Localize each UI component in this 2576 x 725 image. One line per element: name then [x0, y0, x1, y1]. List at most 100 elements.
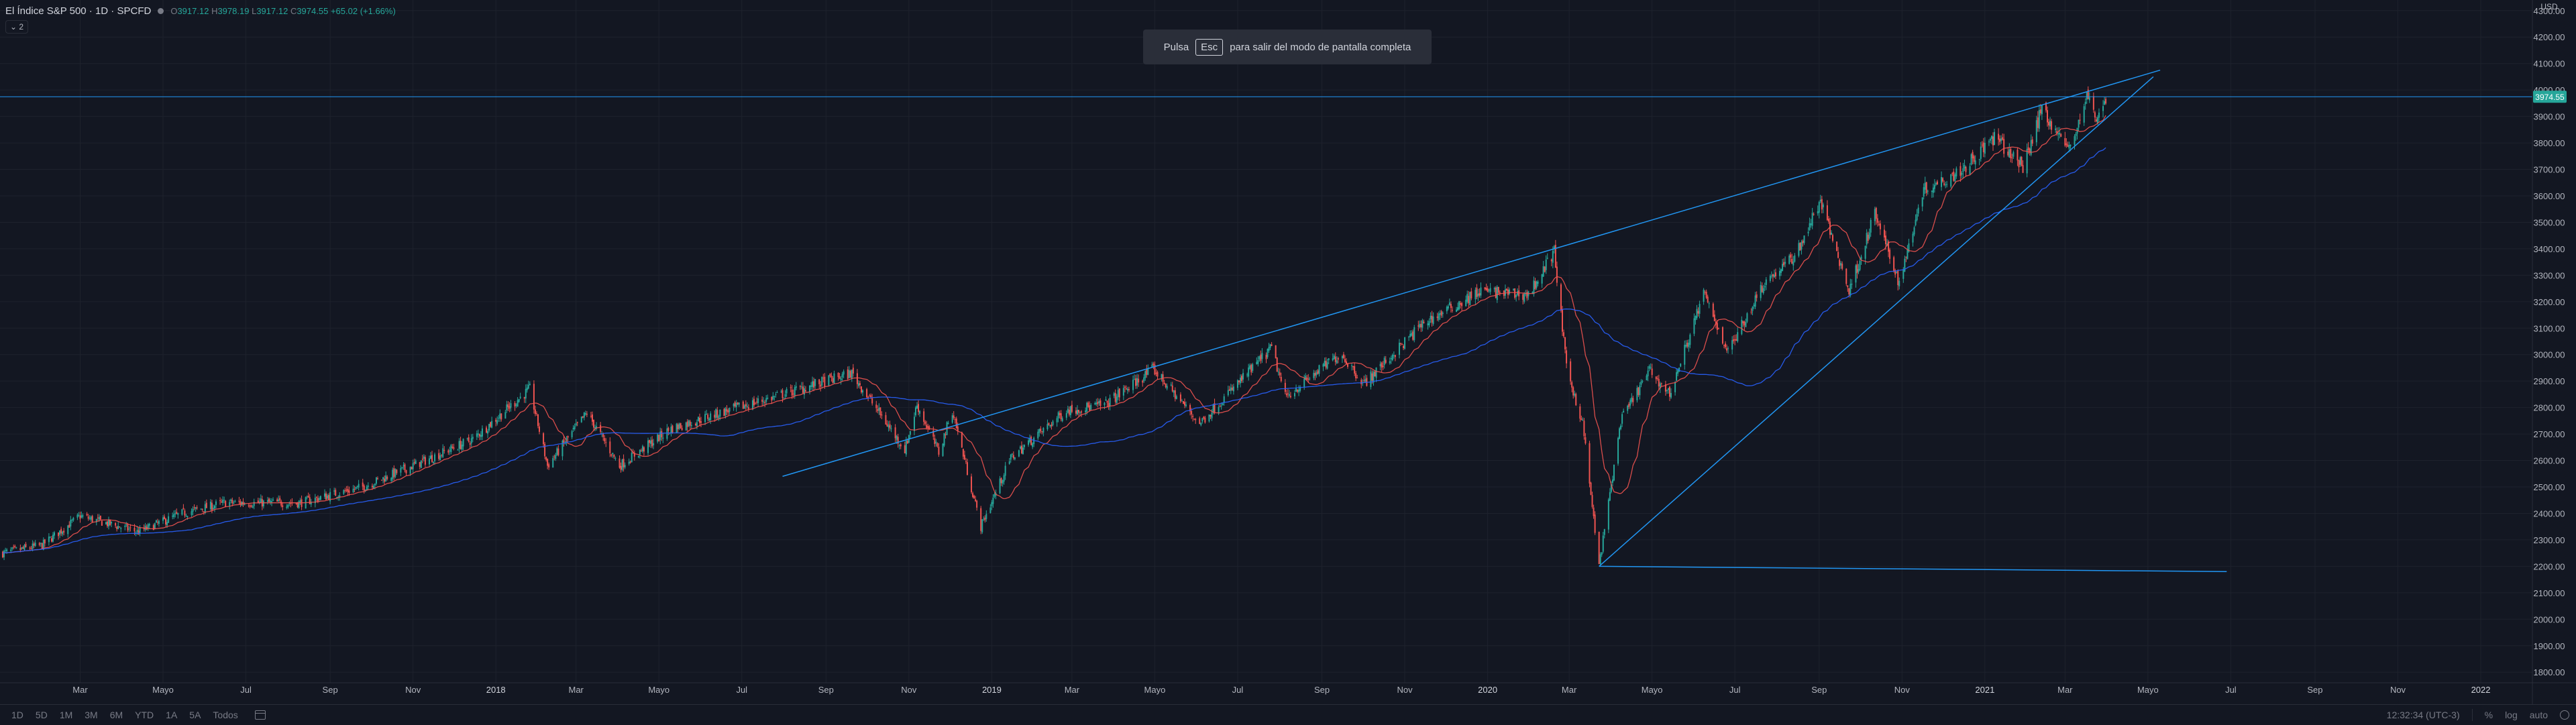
calendar-icon[interactable]: [254, 710, 266, 720]
candle-body: [1151, 364, 1153, 368]
candle-body: [329, 492, 331, 502]
candle-body: [786, 388, 788, 394]
candle-body: [535, 413, 537, 414]
x-tick-label: Nov: [1397, 685, 1413, 695]
range-button-1d[interactable]: 1D: [11, 710, 23, 720]
candle-body: [1227, 390, 1229, 396]
candle-body: [1442, 313, 1444, 315]
candle-body: [1888, 241, 1890, 252]
candle-body: [1856, 264, 1858, 274]
candle-body: [1089, 405, 1091, 411]
candle-body: [477, 433, 479, 435]
indicators-toggle-button[interactable]: ⌄ 2: [5, 20, 29, 34]
candle-body: [556, 448, 558, 455]
candle-body: [1116, 396, 1118, 404]
candle-body: [879, 407, 881, 415]
candle-body: [1337, 358, 1339, 360]
candle-body: [1837, 252, 1839, 258]
candle-body: [1258, 356, 1260, 359]
candle-body: [1060, 413, 1062, 420]
candle-body: [681, 428, 683, 431]
candle-body: [841, 374, 843, 378]
candle-body: [1421, 320, 1424, 328]
candle-body: [919, 410, 921, 414]
range-button-1a[interactable]: 1A: [166, 710, 178, 720]
price-label-box: [2533, 91, 2567, 103]
x-tick-label: Mar: [72, 685, 88, 695]
range-button-6m[interactable]: 6M: [109, 710, 123, 720]
range-button-todos[interactable]: Todos: [213, 710, 238, 720]
candle-body: [244, 504, 246, 505]
candle-body: [405, 469, 407, 473]
candle-body: [443, 449, 445, 451]
candle-body: [442, 448, 444, 457]
range-button-3m[interactable]: 3M: [85, 710, 98, 720]
candle-body: [1733, 339, 1735, 341]
candle-body: [802, 386, 804, 393]
percent-scale-button[interactable]: %: [2484, 710, 2493, 720]
range-button-1m[interactable]: 1M: [59, 710, 73, 720]
candle-body: [250, 505, 252, 507]
range-button-ytd[interactable]: YTD: [135, 710, 154, 720]
candle-body: [433, 461, 435, 463]
candle-body: [980, 508, 982, 531]
candle-body: [1295, 388, 1297, 392]
candle-body: [1105, 399, 1107, 401]
range-button-5d[interactable]: 5D: [35, 710, 48, 720]
log-scale-button[interactable]: log: [2505, 710, 2518, 720]
candle-body: [155, 520, 157, 523]
candle-body: [1325, 360, 1327, 368]
price-chart[interactable]: 1800.00 1900.00 2000.00 2100.00 2200.00 2300.…: [0, 0, 2576, 704]
candle-body: [1018, 450, 1020, 457]
candle-body: [1182, 401, 1184, 404]
bottom-right-controls: 12:32:34 (UTC-3) % log auto: [2387, 705, 2569, 725]
candle-body: [761, 399, 763, 402]
candle-body: [1317, 370, 1319, 374]
clock-time[interactable]: 12:32:34 (UTC-3): [2386, 710, 2460, 720]
candle-body: [927, 426, 929, 428]
candle-body: [1866, 233, 1868, 245]
candle-body: [396, 469, 398, 473]
candle-body: [478, 434, 480, 437]
candle-body: [1731, 340, 1733, 350]
candle-body: [1941, 176, 1943, 187]
candle-body: [2102, 106, 2104, 111]
candle-body: [563, 439, 565, 443]
candle-body: [1257, 359, 1259, 364]
candle-body: [1261, 353, 1263, 359]
candle-body: [1497, 286, 1499, 293]
candle-body: [889, 424, 891, 429]
candle-body: [1827, 219, 1829, 222]
candle-body: [1391, 355, 1393, 360]
range-button-5a[interactable]: 5A: [189, 710, 201, 720]
candle-body: [1430, 315, 1432, 320]
candle-body: [1076, 410, 1078, 414]
candle-body: [1411, 333, 1413, 336]
candle-body: [1609, 492, 1611, 501]
candle-body: [62, 531, 64, 535]
candle-body: [2056, 131, 2058, 134]
symbol-title[interactable]: El Índice S&P 500 · 1D · SPCFD: [5, 5, 152, 17]
candle-body: [526, 387, 528, 390]
candle-body: [1647, 370, 1649, 377]
candle-body: [1135, 378, 1137, 386]
candle-body: [1932, 187, 1934, 193]
candle-body: [689, 421, 691, 426]
candle-body: [1610, 484, 1612, 492]
candle-body: [814, 379, 816, 386]
candle-body: [41, 543, 43, 549]
candle-body: [812, 381, 814, 387]
candle-body: [1545, 259, 1547, 270]
candle-body: [1514, 288, 1516, 298]
candle-body: [1717, 328, 1719, 329]
market-status-icon: [158, 8, 164, 14]
candle-body: [233, 502, 235, 504]
x-tick-label: Mar: [568, 685, 584, 695]
auto-scale-button[interactable]: auto: [2529, 710, 2548, 720]
settings-gear-icon[interactable]: [2560, 710, 2569, 720]
candle-body: [818, 379, 820, 384]
candle-body: [1474, 290, 1477, 300]
candle-body: [1762, 288, 1764, 294]
candle-body: [1002, 480, 1004, 484]
candle-body: [1859, 260, 1861, 270]
